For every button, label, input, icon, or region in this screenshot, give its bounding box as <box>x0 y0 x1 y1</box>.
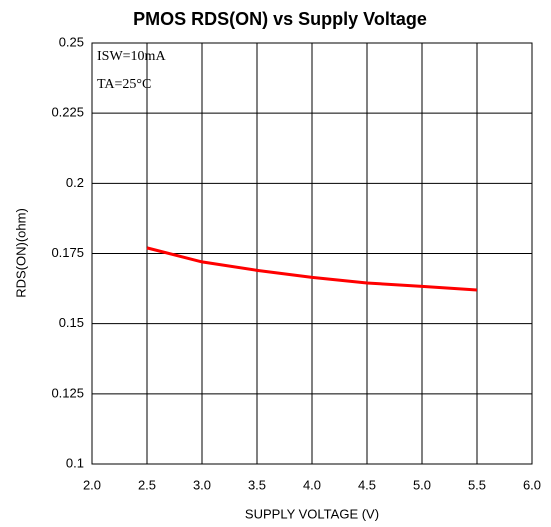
chart-title: PMOS RDS(ON) vs Supply Voltage <box>133 9 427 29</box>
data-line <box>146 246 478 292</box>
x-tick-label: 3.0 <box>193 477 211 492</box>
annotation: TA=25°C <box>97 77 151 92</box>
y-tick-label: 0.225 <box>51 105 84 120</box>
x-tick-label: 5.5 <box>468 477 486 492</box>
annotation: ISW=10mA <box>97 49 166 64</box>
y-tick-label: 0.175 <box>51 245 84 260</box>
plot-frame <box>91 42 533 465</box>
x-tick-label: 2.0 <box>83 477 101 492</box>
x-tick-label: 6.0 <box>523 477 541 492</box>
y-axis-label: RDS(ON)(ohm) <box>13 208 28 298</box>
y-tick-label: 0.1 <box>66 455 84 470</box>
y-tick-label: 0.2 <box>66 175 84 190</box>
x-tick-label: 5.0 <box>413 477 431 492</box>
y-tick-label: 0.125 <box>51 385 84 400</box>
x-axis-label: SUPPLY VOLTAGE (V) <box>245 506 379 521</box>
y-tick-label: 0.25 <box>59 34 84 49</box>
x-tick-label: 3.5 <box>248 477 266 492</box>
y-tick-label: 0.15 <box>59 315 84 330</box>
x-tick-label: 4.5 <box>358 477 376 492</box>
x-tick-label: 2.5 <box>138 477 156 492</box>
x-tick-label: 4.0 <box>303 477 321 492</box>
